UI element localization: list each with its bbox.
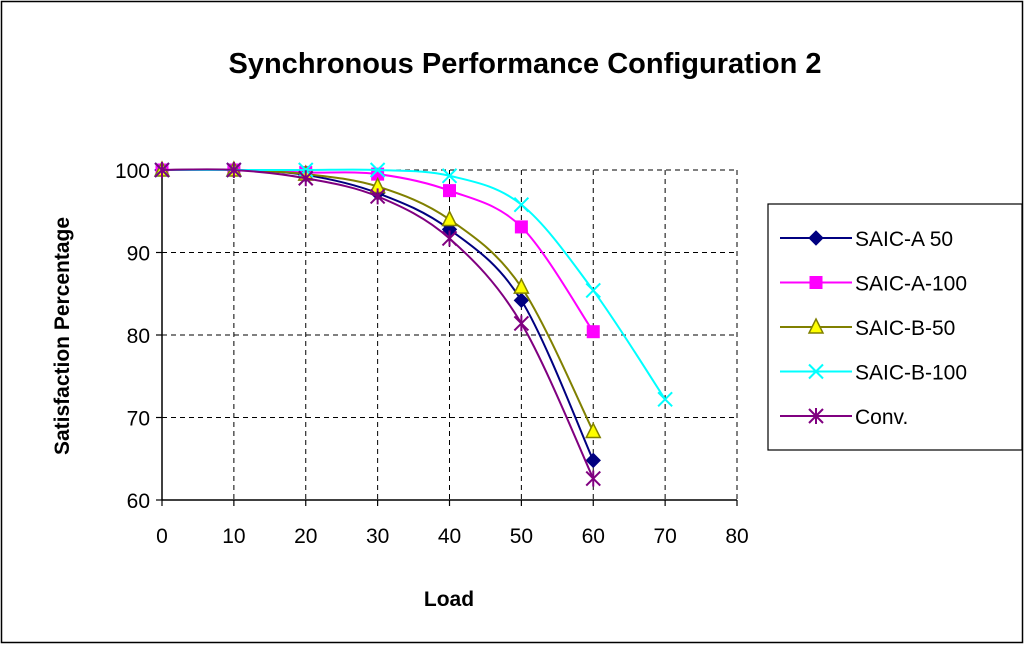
x-tick-label: 60 [582,525,605,548]
legend-item: SAIC-B-50 [780,317,955,340]
legend-marker [808,408,824,424]
data-point [513,292,530,309]
legend-label: Conv. [855,406,908,429]
data-point [298,170,314,187]
x-tick-label: 80 [725,525,748,548]
marker-stroke [808,363,824,380]
x-tick-label: 0 [156,525,168,548]
marker-stroke [657,391,673,408]
x-tick-label: 40 [438,525,461,548]
data-point [585,282,601,299]
legend-marker [807,317,825,334]
y-tick-label: 80 [127,325,150,348]
x-tick-label: 10 [222,525,245,548]
series-line [161,168,595,479]
data-point [586,325,600,339]
data-point [513,277,530,294]
data-point [226,162,242,178]
x-tick-label: 20 [294,525,317,548]
legend-marker [808,363,824,380]
x-tick-label: 70 [653,525,676,548]
legend-label: SAIC-A-100 [855,273,967,296]
data-point [657,391,673,408]
legend-marker [808,230,824,246]
data-point [154,162,170,178]
legend-item: SAIC-A-100 [780,273,967,296]
data-point [513,315,530,332]
data-point [369,162,386,178]
y-tick-label: 100 [115,160,150,183]
marker-stroke [441,168,458,184]
data-point [441,168,458,184]
plot-area: 0 10 20 30 40 50 60 70 80 60 70 80 90 100 [115,160,749,548]
legend-marker [809,276,823,289]
y-axis-title: Satisfaction Percentage [51,217,74,455]
chart-title: Synchronous Performance Configuration 2 [229,48,822,80]
data-point [585,452,601,469]
marker-stroke [369,162,386,178]
data-point [585,470,601,487]
data-point [441,209,458,227]
series-5 [154,162,601,487]
y-tick-label: 70 [127,408,150,431]
data-point [369,188,386,205]
data-point [443,184,456,198]
marker-stroke [585,282,601,299]
legend-label: SAIC-B-100 [855,362,967,385]
data-point [514,220,528,234]
y-tick-label: 90 [127,243,150,266]
legend: SAIC-A 50 SAIC-A-100 SAIC-B-50 SAIC-B-100 Co… [767,203,1023,451]
legend-label: SAIC-B-50 [855,317,955,340]
marker-stroke [513,196,530,213]
x-axis-title: Load [424,588,474,611]
x-tick-label: 30 [366,525,389,548]
data-point [513,196,530,213]
legend-item: SAIC-B-100 [780,362,967,385]
x-tick-label: 50 [510,525,533,548]
data-point [585,421,602,439]
y-tick-label: 60 [127,490,150,513]
legend-item: SAIC-A 50 [780,228,953,251]
legend-item: Conv. [780,406,908,429]
legend-label: SAIC-A 50 [855,228,953,251]
data-point [441,230,458,247]
